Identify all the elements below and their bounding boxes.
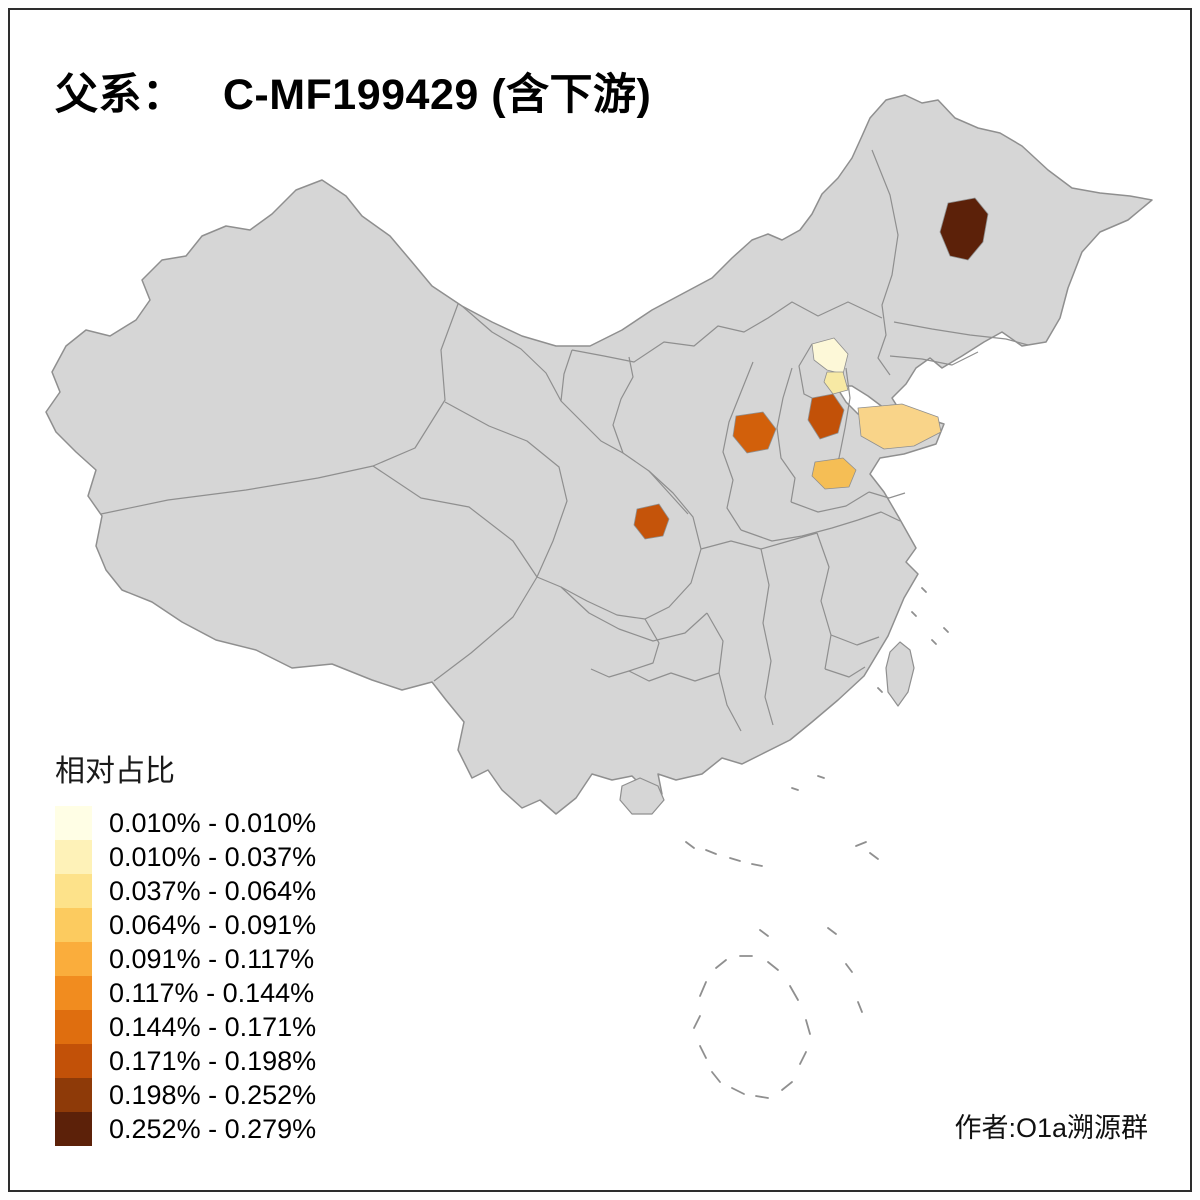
legend-row: 0.037% - 0.064% <box>55 874 316 908</box>
legend-label: 0.010% - 0.037% <box>109 841 317 872</box>
legend-swatch <box>55 1078 92 1112</box>
region-shandong-south <box>811 457 857 490</box>
region-hebei-shanxi <box>807 393 845 440</box>
page-title: 父系： C-MF199429 (含下游) <box>55 71 652 119</box>
legend-row: 0.144% - 0.171% <box>55 1010 316 1044</box>
province-borders <box>100 149 1029 732</box>
mainland-outline <box>45 94 1153 815</box>
author-credit: 作者:O1a溯源群 <box>954 1113 1148 1143</box>
legend-swatch <box>55 976 92 1010</box>
legend-label: 0.091% - 0.117% <box>109 943 315 974</box>
legend-swatch <box>55 1010 92 1044</box>
legend-swatch <box>55 1044 92 1078</box>
legend-row: 0.198% - 0.252% <box>55 1078 316 1112</box>
region-shaanxi-north <box>732 411 777 454</box>
legend-label: 0.037% - 0.064% <box>109 875 317 906</box>
legend-swatch <box>55 1112 92 1146</box>
region-sichuan-north <box>633 503 670 540</box>
legend-title: 相对占比 <box>55 755 175 788</box>
legend-swatch <box>55 806 92 840</box>
legend-label: 0.252% - 0.279% <box>109 1113 317 1144</box>
legend-label: 0.198% - 0.252% <box>109 1079 317 1110</box>
sea-islets <box>685 587 949 1099</box>
legend-swatch <box>55 840 92 874</box>
legend-swatch <box>55 874 92 908</box>
legend-swatch <box>55 908 92 942</box>
legend-label: 0.171% - 0.198% <box>109 1045 317 1076</box>
region-shandong <box>857 403 942 450</box>
legend-row: 0.091% - 0.117% <box>55 942 316 976</box>
legend-label: 0.144% - 0.171% <box>109 1011 317 1042</box>
legend-row: 0.171% - 0.198% <box>55 1044 316 1078</box>
legend-row: 0.064% - 0.091% <box>55 908 316 942</box>
legend-label: 0.064% - 0.091% <box>109 909 317 940</box>
region-heilongjiang <box>939 197 989 261</box>
taiwan-island <box>885 641 915 707</box>
hainan-island <box>619 777 665 815</box>
legend-label: 0.010% - 0.010% <box>109 807 317 838</box>
legend-row: 0.117% - 0.144% <box>55 976 316 1010</box>
legend: 相对占比 0.010% - 0.010% 0.010% - 0.037% 0.0… <box>55 746 316 1146</box>
legend-swatch <box>55 942 92 976</box>
highlighted-regions <box>633 197 989 540</box>
region-beijing-south <box>823 371 849 395</box>
legend-row: 0.010% - 0.010% <box>55 806 316 840</box>
legend-row: 0.252% - 0.279% <box>55 1112 316 1146</box>
legend-label: 0.117% - 0.144% <box>109 977 315 1008</box>
legend-row: 0.010% - 0.037% <box>55 840 316 874</box>
